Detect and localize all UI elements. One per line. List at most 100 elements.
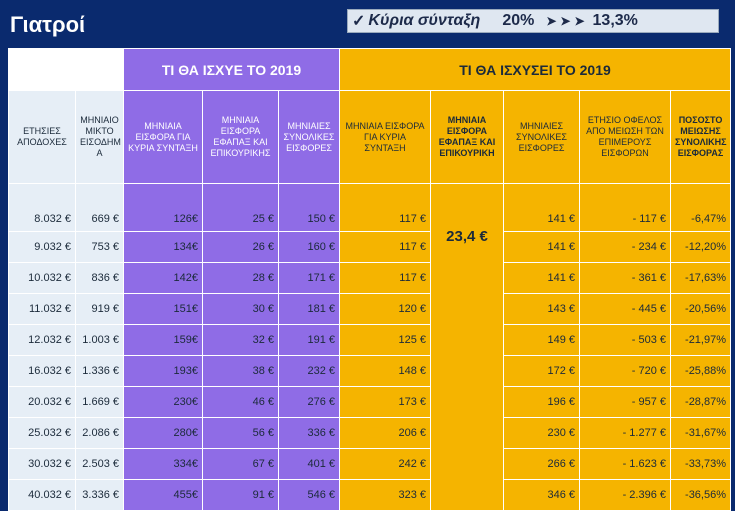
cell-monthly: 669 € bbox=[75, 183, 124, 232]
table-row: 20.032 €1.669 €230€ 46 €276 €173 € 196 € - … bbox=[8, 386, 732, 418]
cell-new-main: 173 € bbox=[339, 386, 431, 418]
cell-annual: 8.032 € bbox=[8, 183, 76, 232]
cell-reduction: -20,56% bbox=[669, 293, 732, 325]
cell-new-main: 206 € bbox=[339, 417, 431, 449]
table-row: 10.032 €836 €142€ 28 €171 €117 € 141 € - 36… bbox=[8, 262, 732, 294]
cell-benefit: - 2.396 € bbox=[579, 479, 671, 511]
cell-annual: 25.032 € bbox=[8, 417, 76, 449]
cell-benefit: - 445 € bbox=[579, 293, 671, 325]
cell-monthly: 919 € bbox=[75, 293, 124, 325]
check-icon: ✓ bbox=[352, 13, 366, 30]
col-old-main: ΜΗΝΙΑΙΑ ΕΙΣΦΟΡΑ ΓΙΑ ΚΥΡΙΑ ΣΥΝΤΑΞΗ bbox=[123, 90, 203, 184]
table-row: 16.032 €1.336 €193€ 38 €232 €148 € 172 € - … bbox=[8, 355, 732, 387]
cell-old-lump: 38 € bbox=[202, 355, 279, 387]
cell-new-main: 117 € bbox=[339, 183, 431, 232]
cell-monthly: 1.669 € bbox=[75, 386, 124, 418]
cell-new-main: 117 € bbox=[339, 262, 431, 294]
cell-new-main: 242 € bbox=[339, 448, 431, 480]
cell-new-total: 230 € bbox=[503, 417, 580, 449]
cell-reduction: -12,20% bbox=[669, 231, 732, 263]
cell-reduction: -25,88% bbox=[669, 355, 732, 387]
cell-monthly: 753 € bbox=[75, 231, 124, 263]
cell-old-total: 336 € bbox=[278, 417, 340, 449]
group-before: ΤΙ ΘΑ ΙΣΧΥΕ ΤΟ 2019 bbox=[123, 48, 340, 91]
cell-old-lump: 26 € bbox=[202, 231, 279, 263]
cell-monthly: 2.086 € bbox=[75, 417, 124, 449]
banner-to-rate: 13,3% bbox=[592, 12, 638, 29]
banner-label: Κύρια σύνταξη bbox=[368, 12, 481, 29]
cell-annual: 10.032 € bbox=[8, 262, 76, 294]
cell-old-total: 181 € bbox=[278, 293, 340, 325]
cell-new-main: 117 € bbox=[339, 231, 431, 263]
cell-old-total: 171 € bbox=[278, 262, 340, 294]
banner-from-rate: 20% bbox=[502, 12, 535, 29]
table-row: 12.032 €1.003 €159€ 32 €191 €125 € 149 € - … bbox=[8, 324, 732, 356]
col-new-total: ΜΗΝΙΑΙΕΣ ΣΥΝΟΛΙΚΕΣ ΕΙΣΦΟΡΕΣ bbox=[503, 90, 580, 184]
cell-new-main: 125 € bbox=[339, 324, 431, 356]
cell-old-main: 334€ bbox=[123, 448, 203, 480]
col-old-total: ΜΗΝΙΑΙΕΣ ΣΥΝΟΛΙΚΕΣ ΕΙΣΦΟΡΕΣ bbox=[278, 90, 340, 184]
cell-reduction: -36,56% bbox=[669, 479, 732, 511]
main-pension-banner: ✓ Κύρια σύνταξη 20% ➤➤➤ 13,3% bbox=[347, 9, 719, 33]
merged-lump-contribution: 23,4 € bbox=[430, 183, 504, 511]
cell-monthly: 836 € bbox=[75, 262, 124, 294]
cell-new-main: 148 € bbox=[339, 355, 431, 387]
cell-benefit: - 1.277 € bbox=[579, 417, 671, 449]
cell-benefit: - 117 € bbox=[579, 183, 671, 232]
cell-new-total: 141 € bbox=[503, 231, 580, 263]
page-title: Γιατροί bbox=[10, 12, 86, 37]
col-benefit: ΕΤΗΣΙΟ ΟΦΕΛΟΣ ΑΠΟ ΜΕΙΩΣΗ ΤΩΝ ΕΠΙΜΕΡΟΥΣ Ε… bbox=[579, 90, 671, 184]
cell-old-total: 401 € bbox=[278, 448, 340, 480]
group-after: ΤΙ ΘΑ ΙΣΧΥΣΕΙ ΤΟ 2019 bbox=[338, 48, 732, 91]
col-new-main: ΜΗΝΙΑΙΑ ΕΙΣΦΟΡΑ ΓΙΑ ΚΥΡΙΑ ΣΥΝΤΑΞΗ bbox=[339, 90, 431, 184]
col-reduction: ΠΟΣΟΣΤΟ ΜΕΙΩΣΗΣ ΣΥΝΟΛΙΚΗΣ ΕΙΣΦΟΡΑΣ bbox=[669, 90, 732, 184]
cell-old-main: 151€ bbox=[123, 293, 203, 325]
cell-benefit: - 1.623 € bbox=[579, 448, 671, 480]
cell-old-main: 159€ bbox=[123, 324, 203, 356]
cell-old-total: 276 € bbox=[278, 386, 340, 418]
cell-old-main: 193€ bbox=[123, 355, 203, 387]
cell-new-total: 141 € bbox=[503, 262, 580, 294]
cell-old-main: 230€ bbox=[123, 386, 203, 418]
cell-new-total: 346 € bbox=[503, 479, 580, 511]
cell-old-lump: 56 € bbox=[202, 417, 279, 449]
cell-new-main: 323 € bbox=[339, 479, 431, 511]
cell-reduction: -21,97% bbox=[669, 324, 732, 356]
cell-benefit: - 361 € bbox=[579, 262, 671, 294]
table-row: 25.032 €2.086 €280€ 56 €336 €206 € 230 € - … bbox=[8, 417, 732, 449]
contributions-table: ΤΙ ΘΑ ΙΣΧΥΕ ΤΟ 2019 ΤΙ ΘΑ ΙΣΧΥΣΕΙ ΤΟ 201… bbox=[8, 48, 732, 511]
cell-old-lump: 28 € bbox=[202, 262, 279, 294]
cell-old-lump: 46 € bbox=[202, 386, 279, 418]
cell-old-total: 546 € bbox=[278, 479, 340, 511]
cell-reduction: -31,67% bbox=[669, 417, 732, 449]
cell-new-total: 266 € bbox=[503, 448, 580, 480]
cell-old-lump: 91 € bbox=[202, 479, 279, 511]
col-old-lump: ΜΗΝΙΑΙΑ ΕΙΣΦΟΡΑ ΕΦΑΠΑΞ ΚΑΙ ΕΠΙΚΟΥΡΙΚΗΣ bbox=[202, 90, 279, 184]
cell-old-lump: 32 € bbox=[202, 324, 279, 356]
arrow-right-icon: ➤➤➤ bbox=[546, 14, 589, 28]
cell-new-total: 143 € bbox=[503, 293, 580, 325]
cell-old-main: 280€ bbox=[123, 417, 203, 449]
col-new-lump: ΜΗΝΙΑΙΑ ΕΙΣΦΟΡΑ ΕΦΑΠΑΞ ΚΑΙ ΕΠΙΚΟΥΡΙΚΗ bbox=[430, 90, 504, 184]
table-row: 8.032 €669 €126€ 25 €150 €117 €23,4 €141 … bbox=[8, 183, 732, 511]
table-row: 11.032 €919 €151€ 30 €181 €120 € 143 € - 44… bbox=[8, 293, 732, 325]
table-row: 40.032 €3.336 €455€ 91 €546 €323 € 346 € - … bbox=[8, 479, 732, 511]
cell-annual: 40.032 € bbox=[8, 479, 76, 511]
cell-old-main: 126€ bbox=[123, 183, 203, 232]
col-monthly-income: ΜΗΝΙΑΙΟ ΜΙΚΤΟ ΕΙΣΟΔΗΜ Α bbox=[75, 90, 124, 184]
cell-monthly: 1.003 € bbox=[75, 324, 124, 356]
table-row: 9.032 €753 €134€ 26 €160 €117 € 141 € - 234… bbox=[8, 231, 732, 263]
cell-benefit: - 957 € bbox=[579, 386, 671, 418]
cell-new-total: 196 € bbox=[503, 386, 580, 418]
cell-annual: 16.032 € bbox=[8, 355, 76, 387]
cell-annual: 9.032 € bbox=[8, 231, 76, 263]
cell-monthly: 2.503 € bbox=[75, 448, 124, 480]
cell-old-total: 191 € bbox=[278, 324, 340, 356]
cell-old-total: 150 € bbox=[278, 183, 340, 232]
cell-annual: 20.032 € bbox=[8, 386, 76, 418]
cell-annual: 12.032 € bbox=[8, 324, 76, 356]
cell-monthly: 3.336 € bbox=[75, 479, 124, 511]
cell-new-total: 172 € bbox=[503, 355, 580, 387]
cell-reduction: -33,73% bbox=[669, 448, 732, 480]
cell-reduction: -17,63% bbox=[669, 262, 732, 294]
